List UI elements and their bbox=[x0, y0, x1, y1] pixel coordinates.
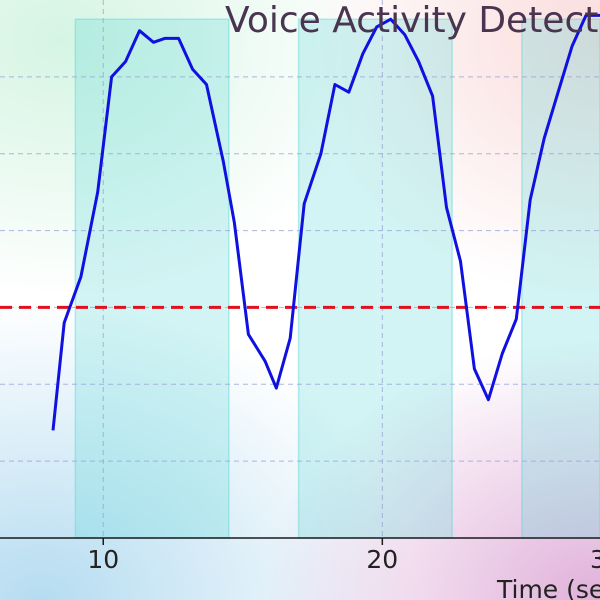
x-axis-label: Time (se bbox=[496, 575, 600, 600]
speech-region-1 bbox=[74, 18, 230, 539]
speech-regions bbox=[74, 18, 600, 539]
x-tick-label-2: 20 bbox=[366, 545, 398, 574]
x-ticks: 10 20 3 bbox=[87, 538, 600, 574]
speech-region-3 bbox=[521, 18, 600, 539]
x-tick-label-3: 3 bbox=[590, 545, 600, 574]
chart-title: Voice Activity Detect bbox=[225, 0, 598, 41]
x-tick-label-1: 10 bbox=[87, 545, 119, 574]
signal-line bbox=[51, 13, 600, 431]
speech-region-2 bbox=[297, 18, 453, 539]
